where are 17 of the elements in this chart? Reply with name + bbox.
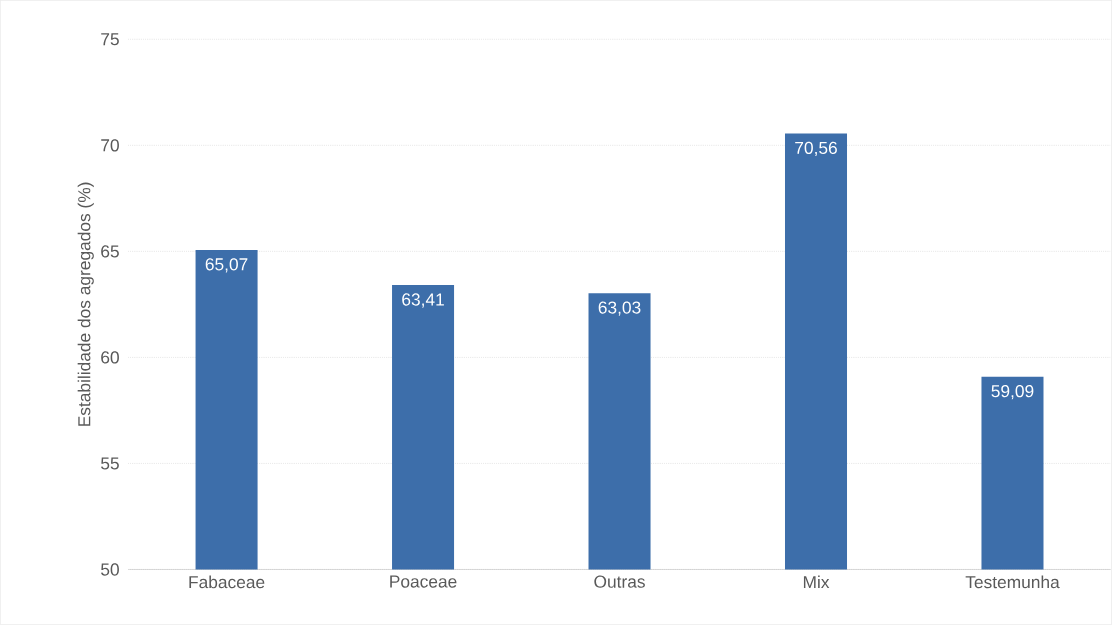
y-tick-label: 65 <box>101 245 119 258</box>
x-tick-label: Testemunha <box>965 575 1060 589</box>
data-label: 65,07 <box>205 258 248 273</box>
data-label: 70,56 <box>795 141 837 157</box>
y-axis-title: Estabilidade dos agregados (%) <box>77 182 94 426</box>
x-tick-label: Mix <box>803 575 830 589</box>
data-label: 59,09 <box>991 385 1034 400</box>
x-tick-label: Poaceae <box>390 575 457 588</box>
data-label: 63,03 <box>598 301 641 316</box>
data-label: 63,41 <box>402 293 444 308</box>
y-tick-label: 70 <box>101 139 119 152</box>
y-tick-label: 50 <box>101 563 119 576</box>
y-tick-label: 60 <box>101 351 119 364</box>
x-tick-label: Outras <box>594 575 645 588</box>
y-tick-label: 55 <box>101 457 119 470</box>
x-tick-label: Fabaceae <box>189 575 265 589</box>
y-tick-label: 75 <box>101 33 119 46</box>
